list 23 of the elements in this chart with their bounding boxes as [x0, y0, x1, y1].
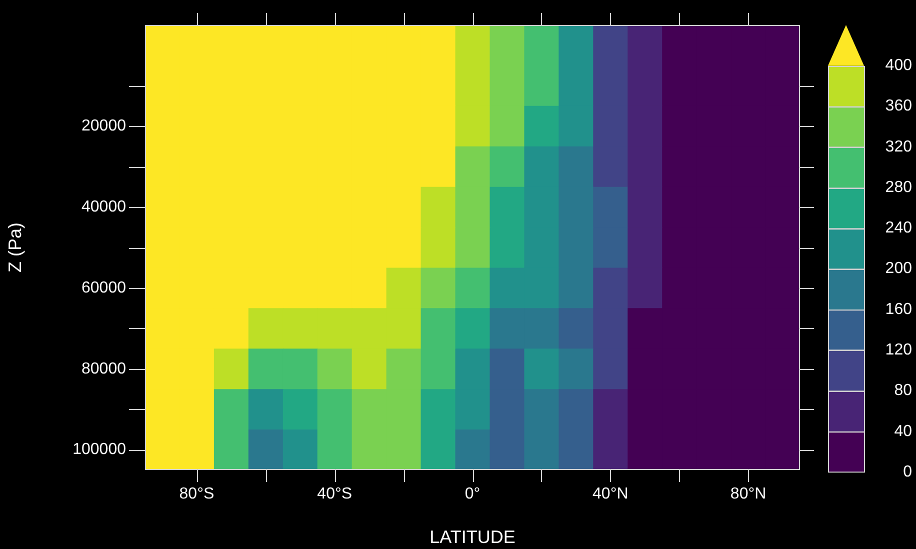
color-bar-label: 200 [885, 260, 912, 278]
y-tick-label: 100000 [72, 441, 126, 458]
y-tick-label: 40000 [82, 198, 126, 216]
x-tick-label: 0° [464, 485, 480, 502]
color-bar-label: 80 [894, 382, 912, 400]
color-bar-label: 240 [885, 220, 912, 237]
color-bar-label: 320 [885, 138, 912, 156]
color-bar-label: 400 [885, 57, 912, 74]
color-bar-label: 0 [903, 463, 912, 480]
y-tick-label: 20000 [82, 118, 126, 135]
x-tick-label: 40°N [592, 485, 628, 502]
color-bar-label: 360 [885, 98, 912, 115]
y-tick-label: 60000 [82, 279, 126, 296]
y-axis-title: Z (Pa) [4, 222, 25, 273]
color-bar-label: 120 [885, 341, 912, 358]
x-tick-label: 80°S [179, 485, 214, 502]
y-tick-label: 80000 [82, 360, 126, 378]
color-bar-label: 280 [885, 178, 912, 196]
x-tick-label: 80°N [730, 485, 766, 502]
x-axis-title: LATITUDE [430, 526, 516, 547]
x-tick-label: 40°S [317, 485, 352, 502]
color-bar-label: 160 [885, 300, 912, 318]
color-bar-label: 40 [894, 422, 912, 440]
